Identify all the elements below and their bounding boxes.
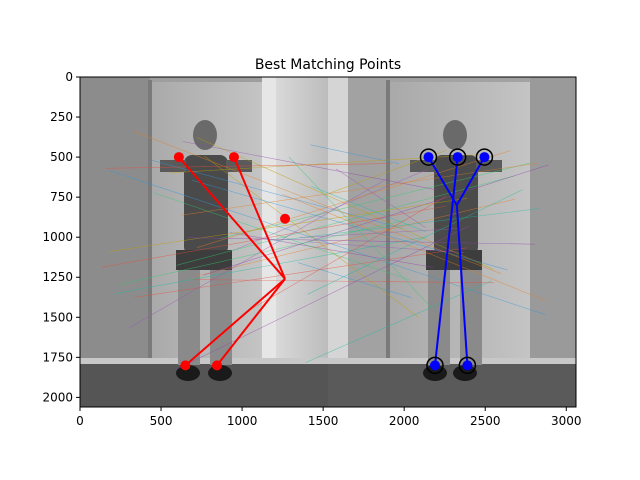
y-tick-label: 750 xyxy=(50,190,73,204)
right-keypoint xyxy=(462,360,473,371)
left-skeleton-segment xyxy=(178,156,286,280)
match-line xyxy=(305,280,492,363)
match-line xyxy=(134,247,467,298)
right-skeleton-segment xyxy=(427,156,458,206)
match-line xyxy=(288,156,432,308)
left-keypoint xyxy=(173,152,184,163)
y-tick-label: 500 xyxy=(50,150,73,164)
match-line xyxy=(311,185,427,233)
right-keypoint-ring xyxy=(426,356,444,375)
right-wall xyxy=(530,77,576,372)
x-tick-label: 2000 xyxy=(389,414,420,428)
match-line xyxy=(196,150,511,248)
left-floor xyxy=(80,362,328,407)
match-line xyxy=(282,194,546,301)
skeletons xyxy=(178,156,486,367)
match-line xyxy=(219,162,531,239)
right-keypoint xyxy=(423,152,434,163)
right-baseboard xyxy=(328,358,576,364)
x-tick-label: 3000 xyxy=(551,414,582,428)
left-skeleton-segment xyxy=(216,278,286,366)
y-tick-label: 1250 xyxy=(42,270,73,284)
match-line xyxy=(203,164,549,276)
x-axis: 0 500 1000 1500 2000 2500 3000 xyxy=(76,407,582,428)
match-line xyxy=(298,262,412,298)
left-baseboard xyxy=(80,358,328,364)
right-keypoint-ring xyxy=(419,148,438,166)
match-line xyxy=(176,175,514,266)
match-line xyxy=(251,196,447,310)
match-line xyxy=(232,169,428,252)
axes-frame xyxy=(79,76,577,408)
y-tick-label: 2000 xyxy=(42,390,73,404)
left-keypoint xyxy=(280,213,291,224)
match-line xyxy=(181,162,539,216)
right-keypoint xyxy=(429,360,440,371)
match-line xyxy=(191,179,508,271)
match-line xyxy=(335,168,426,228)
right-skeleton-segment xyxy=(455,205,469,366)
y-tick-label: 0 xyxy=(65,70,73,84)
y-tick-label: 1750 xyxy=(42,350,73,364)
right-keypoint xyxy=(452,152,463,163)
match-line xyxy=(187,237,535,245)
y-tick-label: 1500 xyxy=(42,310,73,324)
right-floor xyxy=(328,362,576,407)
match-line xyxy=(310,144,400,164)
x-tick-label: 500 xyxy=(150,414,173,428)
y-tick-label: 1000 xyxy=(42,230,73,244)
right-keypoint-ring xyxy=(475,148,494,166)
left-skeleton-segment xyxy=(233,156,286,280)
match-line xyxy=(108,169,546,315)
left-door-edge xyxy=(262,77,276,372)
match-lines xyxy=(102,131,549,371)
right-skeleton-segment xyxy=(433,156,459,366)
right-keypoint-ring xyxy=(458,356,477,375)
keypoints xyxy=(173,148,494,375)
y-axis: 0 250 500 750 1000 1250 1500 1750 2000 xyxy=(42,70,80,404)
right-keypoint xyxy=(479,152,490,163)
match-line xyxy=(196,198,515,277)
left-keypoint xyxy=(180,360,191,371)
left-keypoint xyxy=(228,152,239,163)
right-skeleton-segment xyxy=(455,156,486,206)
match-line xyxy=(175,226,469,371)
x-tick-label: 1500 xyxy=(308,414,339,428)
x-tick-label: 0 xyxy=(76,414,84,428)
x-tick-label: 2500 xyxy=(470,414,501,428)
left-bright-wall xyxy=(276,77,328,372)
match-line xyxy=(182,141,437,190)
chart-title: Best Matching Points xyxy=(255,57,401,73)
y-tick-label: 250 xyxy=(50,110,73,124)
left-door-frame xyxy=(148,80,152,365)
left-wall-shadow xyxy=(80,77,150,367)
photo-background xyxy=(80,77,576,407)
match-line xyxy=(105,163,392,169)
left-skeleton-segment xyxy=(184,278,286,367)
right-keypoint-ring xyxy=(448,148,467,166)
match-line xyxy=(108,198,468,252)
match-line xyxy=(308,241,465,253)
x-tick-label: 1000 xyxy=(227,414,258,428)
left-person xyxy=(160,120,252,381)
match-line xyxy=(133,131,502,274)
left-keypoint xyxy=(211,360,222,371)
match-line xyxy=(275,208,539,242)
right-bright-wall xyxy=(328,77,348,372)
